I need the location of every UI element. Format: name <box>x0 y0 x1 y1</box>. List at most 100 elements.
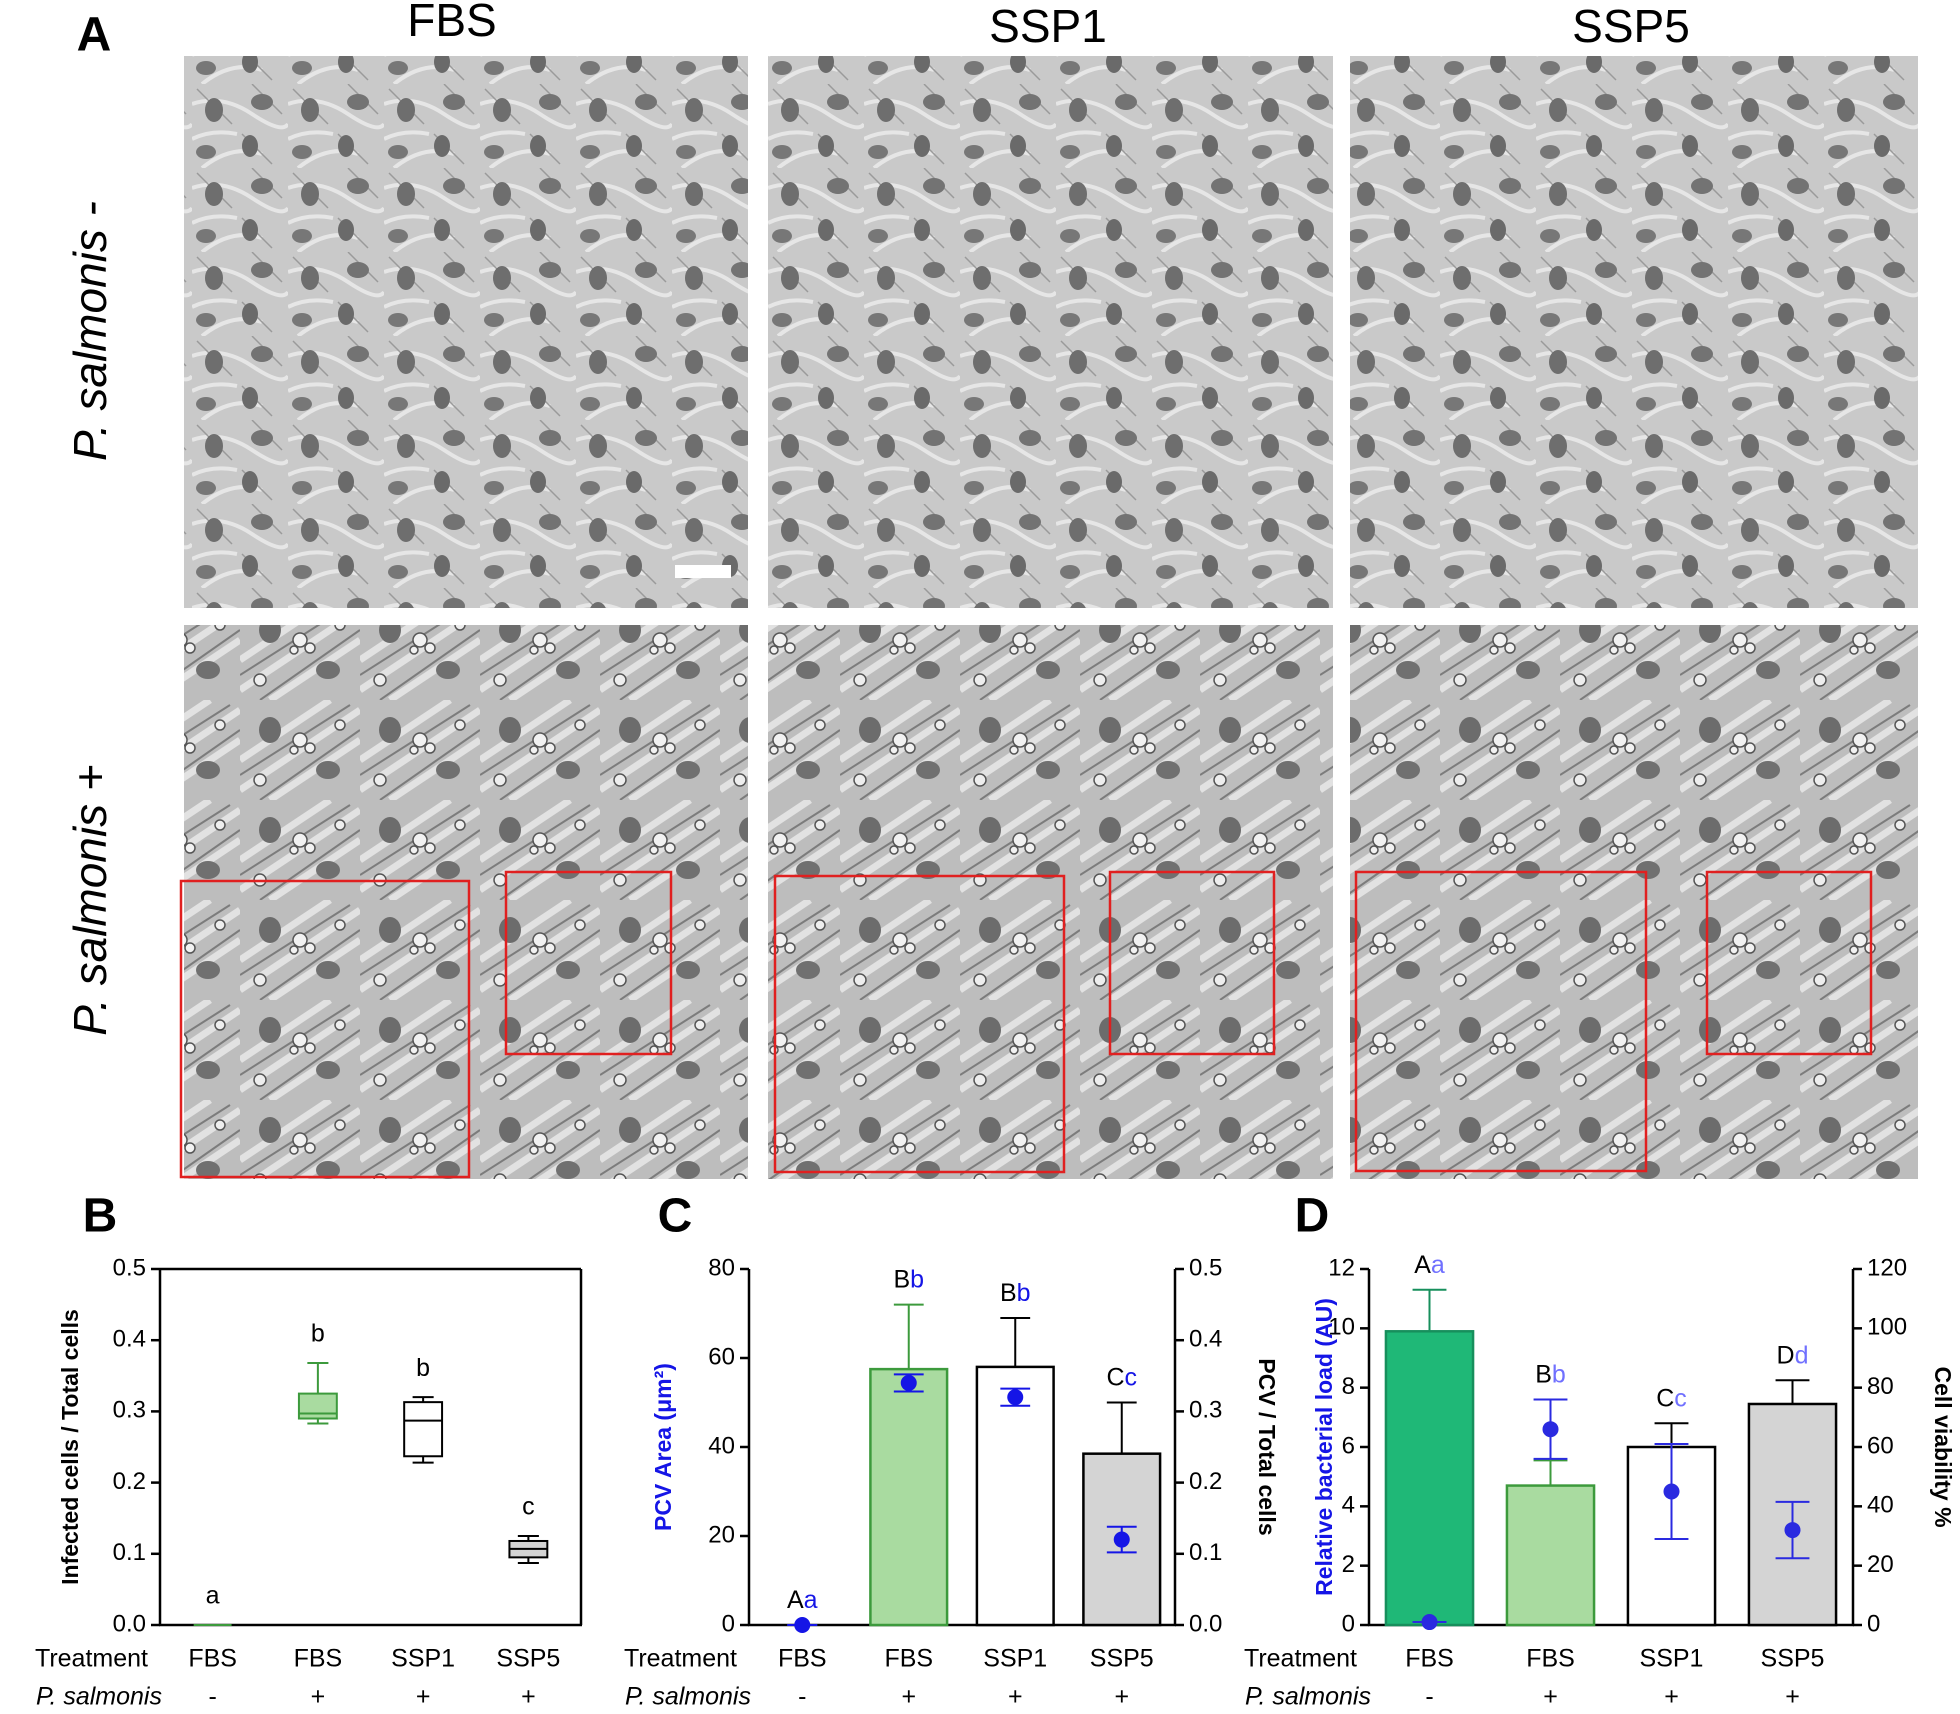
y-tick-label: 0.1 <box>113 1539 146 1566</box>
point <box>1421 1614 1438 1631</box>
annotation-secondary: b <box>910 1265 924 1293</box>
annotation-secondary: b <box>1017 1279 1031 1307</box>
y-tick-label: 60 <box>708 1343 735 1370</box>
y2-tick-label: 0 <box>1867 1610 1880 1637</box>
micrograph <box>184 56 748 608</box>
subcategory-title: P. salmonis <box>625 1683 751 1711</box>
subcategory-label: + <box>1664 1683 1679 1711</box>
subcategory-label: + <box>1785 1683 1800 1711</box>
y-tick-label: 0.5 <box>113 1254 146 1281</box>
bar <box>1505 1484 1596 1627</box>
x-tick-label: FBS <box>778 1645 827 1673</box>
subcategory-title: P. salmonis <box>36 1683 162 1711</box>
micrograph <box>184 625 748 1179</box>
annotation-primary: C <box>1656 1384 1674 1412</box>
category-title: Treatment <box>1244 1645 1357 1673</box>
y2-tick-label: 20 <box>1867 1551 1894 1578</box>
annotation-primary: B <box>1000 1279 1017 1307</box>
panel-label: D <box>1295 1190 1330 1243</box>
y-tick-label: 0.4 <box>113 1326 146 1353</box>
box <box>297 1392 338 1420</box>
inset-box <box>179 879 471 1179</box>
inset-box <box>1705 870 1873 1056</box>
annotation-primary: B <box>893 1265 910 1293</box>
y-tick-label: 6 <box>1342 1432 1355 1459</box>
column-heading: SSP5 <box>1572 0 1690 52</box>
annotation-primary: A <box>787 1586 804 1614</box>
scale-bar <box>675 565 731 578</box>
annotation-secondary: c <box>1125 1363 1138 1391</box>
x-tick-label: SSP5 <box>1090 1645 1154 1673</box>
subcategory-label: + <box>416 1683 431 1711</box>
annotation: Dd <box>1777 1341 1809 1369</box>
subcategory-label: + <box>1008 1683 1023 1711</box>
y-tick-label: 0.0 <box>113 1610 146 1637</box>
annotation: b <box>416 1354 430 1382</box>
subcategory-label: - <box>798 1683 806 1711</box>
inset-box <box>1354 870 1648 1173</box>
column-heading: FBS <box>407 0 496 46</box>
annotation: Bb <box>1000 1279 1031 1307</box>
y-axis-title: Infected cells / Total cells <box>57 1309 83 1585</box>
y2-tick-label: 0.4 <box>1189 1326 1222 1353</box>
subcategory-title: P. salmonis <box>1245 1683 1371 1711</box>
annotation: a <box>206 1582 220 1610</box>
panel-label: A <box>77 9 112 62</box>
bar <box>975 1365 1055 1627</box>
annotation-secondary: c <box>1674 1384 1687 1412</box>
point <box>1007 1389 1024 1406</box>
annotation-primary: B <box>1535 1360 1552 1388</box>
bar <box>1384 1330 1475 1627</box>
y2-tick-label: 0.1 <box>1189 1539 1222 1566</box>
y-tick-label: 0.2 <box>113 1468 146 1495</box>
y-tick-label: 40 <box>708 1432 735 1459</box>
annotation-secondary: b <box>1552 1360 1566 1388</box>
micrographs <box>179 56 1918 1179</box>
x-tick-label: SSP1 <box>391 1645 455 1673</box>
y2-tick-label: 60 <box>1867 1432 1894 1459</box>
x-tick-label: FBS <box>188 1645 237 1673</box>
annotation-primary: C <box>1106 1363 1124 1391</box>
annotation: Aa <box>787 1586 818 1614</box>
subcategory-label: + <box>901 1683 916 1711</box>
micrograph <box>1350 625 1918 1179</box>
y2-tick-label: 0.3 <box>1189 1397 1222 1424</box>
y2-axis-title: Cell viability % <box>1930 1366 1956 1527</box>
y2-tick-label: 0.5 <box>1189 1254 1222 1281</box>
annotation: Bb <box>1535 1360 1566 1388</box>
micrograph <box>768 625 1333 1179</box>
annotation: Cc <box>1656 1384 1687 1412</box>
x-tick-label: FBS <box>1526 1645 1575 1673</box>
y-tick-label: 80 <box>708 1254 735 1281</box>
y-tick-label: 2 <box>1342 1551 1355 1578</box>
point <box>794 1617 811 1633</box>
x-tick-label: FBS <box>1405 1645 1454 1673</box>
annotation: Cc <box>1106 1363 1137 1391</box>
annotation-secondary: a <box>1431 1250 1445 1278</box>
annotation-primary: D <box>1777 1341 1795 1369</box>
y2-tick-label: 0.2 <box>1189 1468 1222 1495</box>
y-axis-title: PCV Area (μm²) <box>650 1363 676 1531</box>
subcategory-label: + <box>311 1683 326 1711</box>
subcategory-label: + <box>521 1683 536 1711</box>
subcategory-label: + <box>1543 1683 1558 1711</box>
y-tick-label: 0.3 <box>113 1397 146 1424</box>
annotation-secondary: d <box>1795 1341 1809 1369</box>
point <box>1113 1531 1130 1548</box>
y2-tick-label: 40 <box>1867 1492 1894 1519</box>
annotation: b <box>311 1320 325 1348</box>
y2-tick-label: 120 <box>1867 1254 1907 1281</box>
annotation: Aa <box>1414 1250 1445 1278</box>
bar <box>869 1367 949 1627</box>
point <box>1784 1522 1801 1539</box>
inset-box <box>773 874 1066 1174</box>
point <box>900 1374 917 1391</box>
point <box>1663 1483 1680 1500</box>
inset-box <box>504 870 673 1056</box>
y2-tick-label: 80 <box>1867 1373 1894 1400</box>
annotation: Bb <box>893 1265 924 1293</box>
x-tick-label: SSP5 <box>1761 1645 1825 1673</box>
y-axis-title: Relative bacterial load (AU) <box>1311 1298 1337 1596</box>
row-label: P. salmonis - <box>64 201 116 461</box>
